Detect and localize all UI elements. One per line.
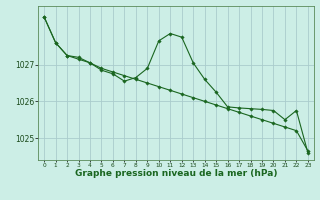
X-axis label: Graphe pression niveau de la mer (hPa): Graphe pression niveau de la mer (hPa) [75,169,277,178]
